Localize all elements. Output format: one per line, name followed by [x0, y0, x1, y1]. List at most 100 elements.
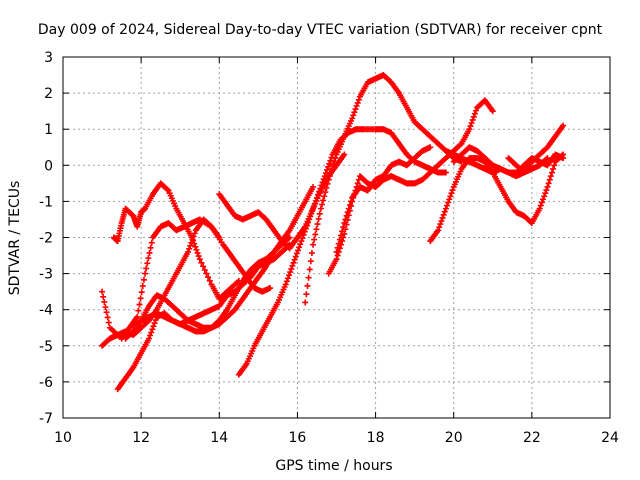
data-point-marker [315, 191, 322, 198]
data-point-marker [339, 228, 346, 235]
data-point-marker [550, 165, 557, 172]
data-point-marker [469, 116, 476, 123]
data-point-marker [294, 247, 301, 254]
data-point-marker [341, 220, 348, 227]
data-point-marker [147, 332, 154, 339]
data-point-marker [538, 199, 545, 206]
data-point-marker [312, 197, 319, 204]
data-point-marker [560, 155, 567, 162]
x-tick-label: 16 [289, 430, 307, 446]
data-point-marker [103, 309, 110, 316]
data-point-marker [148, 239, 155, 246]
data-point-marker [151, 320, 158, 327]
data-point-marker [427, 144, 434, 151]
data-point-marker [340, 224, 347, 231]
data-point-marker [551, 162, 558, 169]
y-tick-label: -7 [39, 411, 53, 427]
data-point-marker [337, 232, 344, 239]
series-pass-j [325, 97, 496, 277]
data-point-marker [186, 245, 193, 252]
data-point-marker [343, 212, 350, 219]
data-point-marker [293, 250, 300, 257]
x-tick-label: 20 [445, 430, 463, 446]
data-point-marker [287, 269, 294, 276]
data-point-marker [286, 234, 293, 241]
data-point-marker [438, 217, 445, 224]
x-tick-label: 14 [210, 430, 228, 446]
y-tick-label: -6 [39, 375, 53, 391]
data-point-marker [164, 186, 171, 193]
series-pass-m [505, 122, 567, 176]
data-point-marker [99, 288, 106, 295]
data-point-marker [335, 240, 342, 247]
data-point-marker [187, 242, 194, 249]
data-point-marker [326, 173, 333, 180]
data-point-marker [536, 205, 543, 212]
data-point-marker [286, 272, 293, 279]
y-tick-label: 1 [44, 122, 53, 138]
data-point-marker [282, 281, 289, 288]
data-point-marker [104, 314, 111, 321]
data-point-marker [308, 210, 315, 217]
data-point-marker [344, 209, 351, 216]
data-point-marker [320, 176, 327, 183]
data-point-marker [334, 252, 341, 259]
data-point-marker [138, 289, 145, 296]
data-point-marker [146, 249, 153, 256]
data-point-marker [296, 244, 303, 251]
y-tick-label: -5 [39, 339, 53, 355]
data-point-marker [318, 201, 325, 208]
data-point-marker [140, 276, 147, 283]
data-point-marker [321, 193, 328, 200]
data-point-marker [327, 169, 334, 176]
data-point-marker [323, 184, 330, 191]
data-point-marker [305, 219, 312, 226]
data-point-marker [310, 241, 317, 248]
data-point-marker [207, 222, 214, 229]
data-point-marker [318, 182, 325, 189]
data-point-marker [135, 307, 142, 314]
data-point-marker [354, 180, 361, 187]
data-point-marker [297, 241, 304, 248]
series-pass-o [333, 144, 434, 255]
data-point-marker [320, 197, 327, 204]
data-point-marker [448, 190, 455, 197]
x-tick-label: 24 [601, 430, 619, 446]
data-point-marker [203, 270, 210, 277]
data-point-marker [189, 236, 196, 243]
data-point-marker [309, 207, 316, 214]
data-point-marker [441, 208, 448, 215]
data-point-marker [100, 293, 107, 300]
data-point-marker [298, 238, 305, 245]
data-point-marker [102, 304, 109, 311]
data-point-marker [324, 180, 331, 187]
data-point-marker [306, 266, 313, 273]
data-point-marker [134, 313, 141, 320]
data-point-marker [192, 243, 199, 250]
data-point-marker [190, 233, 197, 240]
data-point-marker [196, 256, 203, 263]
data-point-marker [317, 185, 324, 192]
data-point-marker [560, 122, 567, 129]
data-point-marker [544, 183, 551, 190]
data-point-marker [349, 115, 356, 122]
x-tick-label: 10 [54, 430, 72, 446]
data-point-marker [325, 176, 332, 183]
data-point-marker [313, 194, 320, 201]
data-point-marker [137, 295, 144, 302]
data-point-marker [148, 329, 155, 336]
data-point-marker [142, 270, 149, 277]
data-point-marker [325, 163, 332, 170]
data-point-marker [541, 193, 548, 200]
data-point-marker [324, 166, 331, 173]
data-point-marker [317, 205, 324, 212]
data-point-marker [537, 202, 544, 209]
data-point-marker [145, 335, 152, 342]
data-point-marker [316, 188, 323, 195]
data-point-marker [194, 249, 201, 256]
data-point-marker [313, 226, 320, 233]
data-point-marker [449, 187, 456, 194]
data-point-marker [289, 262, 296, 269]
